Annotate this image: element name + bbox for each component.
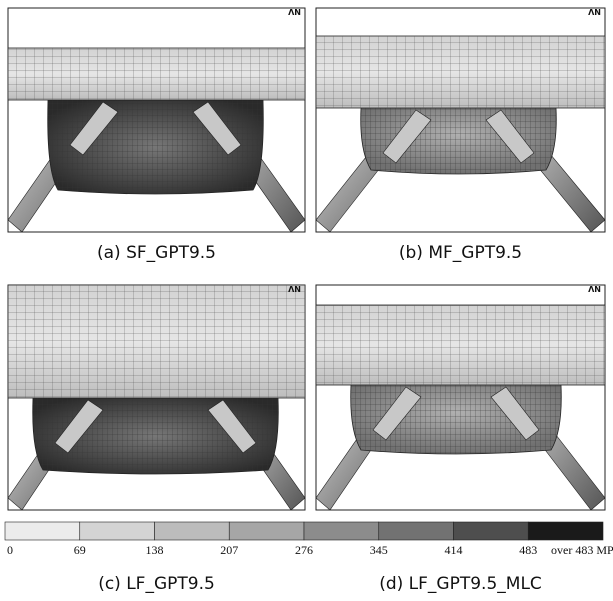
legend-swatch: [304, 522, 379, 540]
panel-mark: ΛN: [288, 285, 301, 294]
legend-tick-label: 69: [74, 543, 86, 557]
panel-mark: ΛN: [588, 285, 601, 294]
legend-swatch: [80, 522, 155, 540]
panel: ΛN: [8, 8, 305, 232]
slab-mesh: [316, 36, 605, 108]
panel-mark: ΛN: [588, 8, 601, 17]
legend-tick-label: 414: [445, 543, 463, 557]
panel-mark: ΛN: [288, 8, 301, 17]
slab-mesh: [8, 285, 305, 398]
panel-caption: (c) LF_GPT9.5: [98, 574, 215, 594]
legend-tick-label: 483: [519, 543, 537, 557]
legend-swatch: [155, 522, 230, 540]
panel: ΛN: [8, 285, 305, 510]
slab-mesh: [8, 48, 305, 100]
panel-caption: (d) LF_GPT9.5_MLC: [379, 574, 542, 594]
legend-swatch: [229, 522, 304, 540]
legend-swatch: [5, 522, 80, 540]
legend-last-label: over 483 MPa: [551, 543, 613, 557]
legend-tick-label: 345: [370, 543, 388, 557]
legend-tick-label: 138: [146, 543, 164, 557]
panel-caption: (a) SF_GPT9.5: [97, 243, 216, 263]
legend-swatch: [528, 522, 603, 540]
legend-tick-label: 0: [7, 543, 13, 557]
legend-tick-label: 207: [220, 543, 238, 557]
panel: ΛN: [316, 8, 605, 232]
legend-swatch: [379, 522, 454, 540]
figure: ΛN (a) SF_GPT9.5 ΛN (b) MF_GPT9.5 ΛN (c) LF_G…: [0, 0, 613, 601]
legend-tick-label: 276: [295, 543, 313, 557]
panel-caption: (b) MF_GPT9.5: [399, 243, 522, 263]
panel: ΛN: [316, 285, 605, 510]
slab-mesh: [316, 305, 605, 385]
legend-swatch: [454, 522, 529, 540]
bowl-mesh: [361, 108, 557, 174]
